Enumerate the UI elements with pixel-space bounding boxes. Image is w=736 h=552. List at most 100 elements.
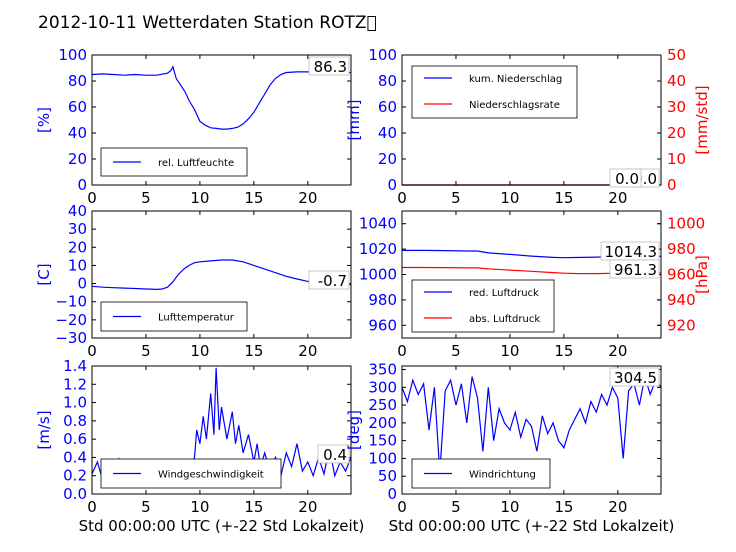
y-tick-label-humidity: 60 [68,98,87,116]
y2-tick-label-precipitation: 30 [667,98,686,116]
x-tick-label-humidity: 20 [298,189,317,207]
x-axis-label-wind-speed: Std 00:00:00 UTC (+-22 Std Lokalzeit) [79,517,365,535]
chart-wind-speed: 0 5 10 15 200.00.20.40.60.81.01.21.4[m/s]Std… [35,357,364,535]
x-tick-label-pressure: 15 [554,342,573,360]
legend-wind-direction: Windrichtung [411,458,551,489]
y-tick-label-precipitation: 20 [378,150,397,168]
legend-label-humidity-0: rel. Luftfeuchte [158,158,234,169]
plot-frame-wind-speed [91,365,352,495]
y-axis-label-wind-speed: [m/s] [35,410,53,449]
legend-box-pressure [411,279,555,333]
value-label-2-precipitation: 0.0 [615,170,639,188]
y-tick-label-temperature: 0 [77,275,87,293]
chart-humidity: 0 5 10 15 20 0 20 40 60 80 100 [%] rel. Luftfeuchte 8… [35,46,352,207]
x-tick-label-temperature: 5 [141,342,151,360]
legend-temperature: Lufttemperatur [100,301,248,332]
y-tick-label-wind-speed: 0.6 [63,430,87,448]
legend-pressure: red. Luftdruck abs. Luftdruck [411,279,555,333]
x-tick-label-temperature: 10 [190,342,209,360]
value-label-wind-speed: 0.4 [323,446,347,464]
y2-tick-label-pressure: 1000 [667,215,705,233]
y-tick-label-wind-speed: 1.2 [63,375,87,393]
y-tick-label-temperature: −10 [55,293,87,311]
y2-tick-label-precipitation: 0 [667,176,677,194]
y-tick-label-wind-direction: 300 [368,378,397,396]
y2-tick-label-pressure: 960 [667,266,696,284]
y-tick-label-temperature: 20 [68,238,87,256]
chart-pressure: 0 5 10 15 20 960 980 1000 1020 1040 920 940 960 980 10… [359,210,711,360]
legend-label-wind-speed-0: Windgeschwindigkeit [158,470,264,481]
series-line-wind-direction-0 [401,376,662,473]
value-label-wind-speed-box [317,444,350,464]
y-tick-label-temperature: 40 [68,202,87,220]
y-tick-label-wind-direction: 100 [368,449,397,467]
y-tick-label-pressure: 1020 [359,240,397,258]
y2-axis-label-precipitation: [mm/std] [693,85,711,154]
x-tick-label-temperature: 20 [298,342,317,360]
x-tick-label-wind-speed: 15 [244,498,263,516]
y-tick-label-temperature: 30 [68,220,87,238]
figure-title: 2012-10-11 Wetterdaten Station ROTZ  [38,13,377,33]
legend-label-temperature-0: Lufttemperatur [158,313,235,324]
y-tick-label-precipitation: 80 [378,72,397,90]
y-tick-label-wind-direction: 50 [378,467,397,485]
x-tick-label-precipitation: 0 [397,189,407,207]
x-tick-label-wind-direction: 5 [451,498,461,516]
legend-label-pressure-0: red. Luftdruck [469,288,539,299]
x-tick-label-humidity: 5 [141,189,151,207]
y-tick-label-wind-speed: 0.2 [63,467,87,485]
y-tick-label-temperature: 10 [68,256,87,274]
value-label-wind-direction: 304.5 [614,369,657,387]
y-tick-label-temperature: −30 [55,329,87,347]
plot-frame-humidity [91,54,352,186]
value-label-humidity-box [308,56,350,76]
y-axis-label-temperature: [C] [35,263,53,285]
y-tick-label-wind-direction: 150 [368,432,397,450]
y-tick-label-pressure: 980 [368,291,397,309]
x-tick-label-wind-direction: 15 [554,498,573,516]
y-tick-label-humidity: 40 [68,124,87,142]
y2-tick-label-precipitation: 10 [667,150,686,168]
y-tick-label-wind-direction: 350 [368,361,397,379]
value-label-pressure: 1014.3 [605,243,658,261]
y-tick-label-precipitation: 40 [378,124,397,142]
y2-tick-label-pressure: 940 [667,291,696,309]
plot-frame-wind-direction [401,365,662,495]
chart-temperature: 0 5 10 15 20−30−20−10010203040[C]Lufttempera… [35,202,352,360]
y2-axis-label-pressure: [hPa] [693,255,711,294]
legend-precipitation: kum. Niederschlag Niederschlagsrate [411,65,578,119]
y2-tick-label-pressure: 920 [667,316,696,334]
x-tick-label-wind-speed: 0 [87,498,97,516]
x-tick-label-wind-direction: 0 [397,498,407,516]
x-tick-label-pressure: 20 [608,342,627,360]
y-tick-label-humidity: 80 [68,72,87,90]
x-tick-label-wind-direction: 20 [608,498,627,516]
x-tick-label-wind-speed: 10 [190,498,209,516]
y-tick-label-temperature: −20 [55,311,87,329]
legend-label-precipitation-0: kum. Niederschlag [469,74,562,85]
y-tick-label-pressure: 960 [368,316,397,334]
y-axis-label-wind-direction: [deg] [345,410,363,450]
plot-frame-temperature [91,210,352,339]
x-tick-label-humidity: 10 [190,189,209,207]
y-tick-label-humidity: 20 [68,150,87,168]
value-label-humidity: 86.3 [314,58,347,76]
y2-tick-label-precipitation: 40 [667,72,686,90]
x-tick-label-humidity: 15 [244,189,263,207]
y-tick-label-wind-speed: 1.0 [63,394,87,412]
x-tick-label-wind-speed: 20 [298,498,317,516]
y-tick-label-humidity: 100 [58,46,87,64]
y-tick-label-wind-speed: 0.0 [63,485,87,503]
y-tick-label-precipitation: 0 [387,176,397,194]
x-tick-label-precipitation: 10 [500,189,519,207]
x-tick-label-temperature: 15 [244,342,263,360]
value-label-wind-direction-box [609,367,660,387]
plot-frame-precipitation [401,54,662,186]
x-tick-label-humidity: 0 [87,189,97,207]
y-tick-label-pressure: 1040 [359,215,397,233]
y-tick-label-wind-direction: 250 [368,396,397,414]
y-axis-label-humidity: [%] [35,107,53,133]
y-tick-label-precipitation: 60 [378,98,397,116]
